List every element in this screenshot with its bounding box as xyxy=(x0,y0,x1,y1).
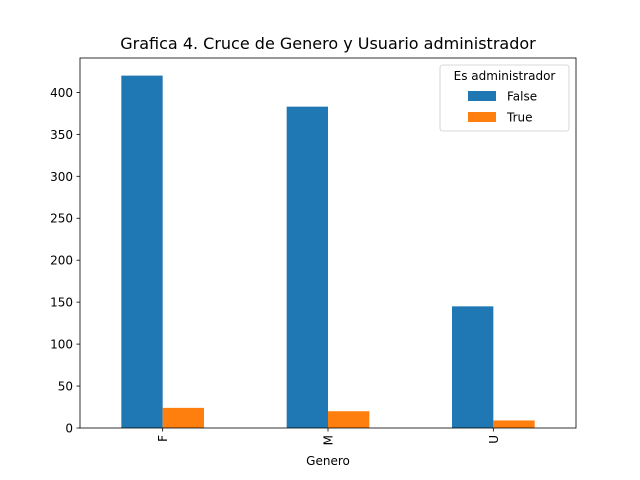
axes-group: 0 50 100 150 200 250 300 350 400 F M U xyxy=(50,57,577,445)
legend-label-false: False xyxy=(507,90,537,104)
y-tick-label: 200 xyxy=(50,254,73,268)
bar-false-f xyxy=(121,75,163,428)
bar-true-f xyxy=(162,407,204,428)
legend-label-true: True xyxy=(506,111,533,125)
y-tick-label: 0 xyxy=(65,422,73,436)
y-tick-label: 150 xyxy=(50,296,73,310)
y-tick-label: 350 xyxy=(50,128,73,142)
bar-true-u xyxy=(493,420,535,428)
y-tick-label: 50 xyxy=(58,380,73,394)
bar-false-m xyxy=(286,106,328,428)
legend-title: Es administrador xyxy=(454,69,556,83)
x-tick-label: F xyxy=(156,435,170,442)
y-tick-label: 250 xyxy=(50,212,73,226)
bar-false-u xyxy=(452,306,494,428)
y-tick-label: 400 xyxy=(50,86,73,100)
x-axis-label: Genero xyxy=(306,454,350,468)
legend-swatch-true xyxy=(468,112,496,122)
x-tick-label: M xyxy=(322,435,336,445)
bars-group xyxy=(121,75,535,428)
legend-swatch-false xyxy=(468,91,496,101)
x-tick-label: U xyxy=(487,435,501,444)
chart-title: Grafica 4. Cruce de Genero y Usuario adm… xyxy=(120,34,536,53)
y-tick-label: 100 xyxy=(50,338,73,352)
y-tick-label: 300 xyxy=(50,170,73,184)
bar-true-m xyxy=(328,411,370,428)
legend: Es administrador False True xyxy=(439,64,570,132)
